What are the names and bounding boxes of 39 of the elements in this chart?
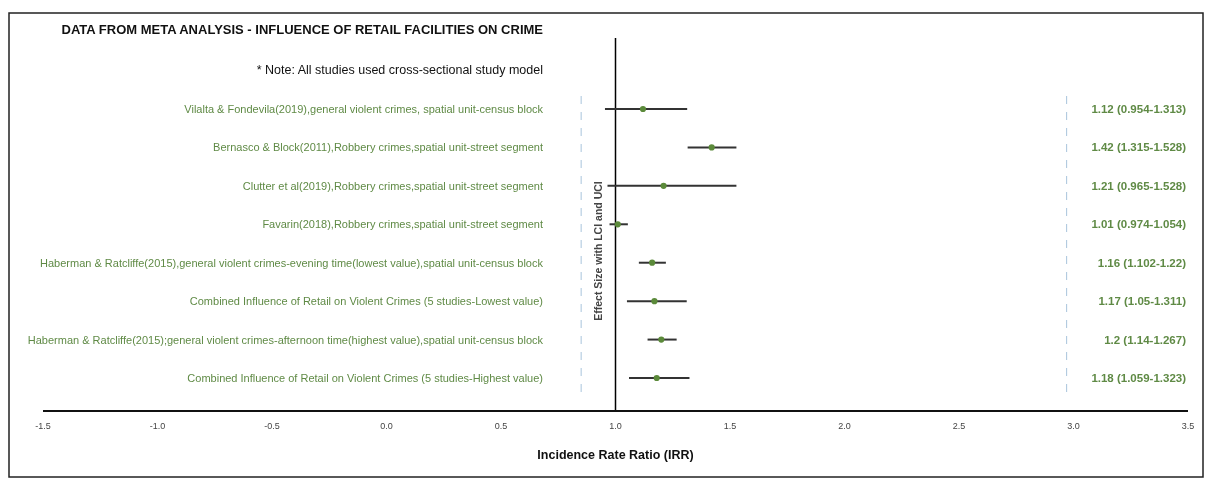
point: [658, 336, 665, 343]
x-tick-label: 2.0: [838, 421, 851, 431]
y-axis-title: Effect Size with LCI and UCI: [591, 181, 604, 321]
y-tick-label: Vilalta & Fondevila(2019),general violent crimes, spatial unit-census block: [184, 103, 544, 115]
point: [639, 105, 647, 113]
x-tick-label: 1.5: [723, 421, 737, 431]
annotation: 1.01 (0.974-1.054): [1091, 218, 1187, 231]
y-tick-label: Haberman & Ratcliffe(2015),general violent crimes-evening time(lowest value),spatial unit-census block: [40, 256, 544, 269]
chart-subtitle: * Note: All studies used cross-sectional study model: [256, 63, 543, 77]
annotation: 1.17 (1.05-1.311): [1098, 295, 1187, 308]
point: [653, 374, 660, 382]
x-tick-label: 2.5: [952, 421, 966, 431]
y-tick-label: Bernasco & Block(2011),Robbery crimes,spatial unit-street segment: [213, 141, 543, 154]
x-tick-label: -0.5: [264, 421, 280, 431]
annotation: 1.12 (0.954-1.313): [1091, 103, 1187, 115]
annotation: 1.42 (1.315-1.528): [1091, 141, 1187, 154]
point: [708, 144, 715, 151]
point: [649, 259, 656, 266]
annotation: 1.16 (1.102-1.22): [1097, 256, 1187, 269]
y-tick-label: Combined Influence of Retail on Violent Crimes (5 studies-Highest value): [187, 372, 543, 384]
y-tick-label: Favarin(2018),Robbery crimes,spatial unit-street segment: [262, 218, 543, 231]
point: [660, 182, 667, 189]
point: [651, 298, 658, 305]
x-tick-label: 1.0: [609, 421, 622, 431]
annotation: 1.2 (1.14-1.267): [1104, 333, 1187, 346]
annotation: 1.18 (1.059-1.323): [1091, 372, 1187, 384]
x-tick-label: 0.0: [380, 421, 393, 431]
y-tick-label: Haberman & Ratcliffe(2015);general violent crimes-afternoon time(highest value),spatial unit-census block: [27, 333, 544, 346]
x-tick-label: -1.0: [149, 421, 166, 431]
x-tick-label: 3.0: [1067, 421, 1080, 431]
y-tick-label: Combined Influence of Retail on Violent Crimes (5 studies-Lowest value): [189, 295, 543, 308]
chart-title: DATA FROM META ANALYSIS - INFLUENCE OF RETAIL FACILITIES ON CRIME: [61, 22, 544, 37]
x-tick-label: -1.5: [35, 421, 51, 431]
y-tick-label: Clutter et al(2019),Robbery crimes,spatial unit-street segment: [242, 179, 543, 192]
x-tick-label: 0.5: [494, 421, 508, 431]
x-axis-title: Incidence Rate Ratio (IRR): [537, 448, 694, 462]
point: [614, 221, 621, 228]
annotation: 1.21 (0.965-1.528): [1091, 179, 1187, 192]
x-tick-label: 3.5: [1181, 421, 1195, 431]
